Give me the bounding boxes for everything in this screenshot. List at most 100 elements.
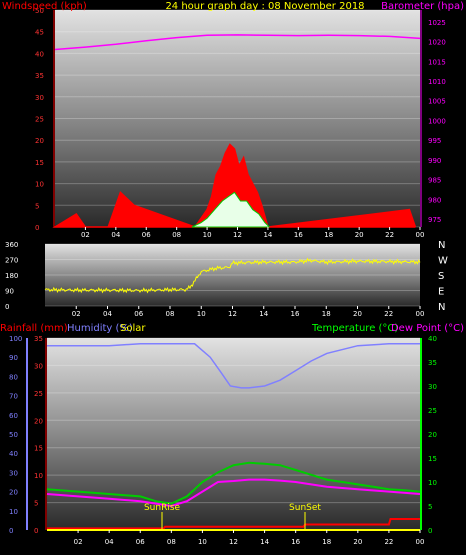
temp-tick-label: 35: [428, 359, 437, 367]
hour-tick-label: 08: [172, 231, 181, 239]
sunrise-label: SunRise: [144, 503, 181, 513]
rain-tick-label: 0: [34, 527, 38, 535]
temperature-panel: [47, 338, 420, 530]
baro-tick-label: 980: [428, 196, 441, 204]
wind-tick-label: 30: [35, 94, 44, 102]
hour-tick-label: 10: [198, 538, 207, 546]
rain-tick-label: 5: [34, 500, 38, 508]
humidity-tick-label: 20: [9, 489, 18, 497]
hour-tick-label: 00: [416, 310, 425, 318]
hour-tick-label: 16: [294, 231, 303, 239]
baro-tick-label: 1015: [428, 58, 446, 66]
wind-direction-line: [44, 257, 421, 294]
humidity-tick-label: 70: [9, 393, 18, 401]
hour-tick-label: 06: [142, 231, 151, 239]
rainfall-line: [47, 518, 420, 530]
wind-tick-label: 45: [35, 29, 44, 37]
temp-tick-label: 40: [428, 335, 437, 343]
wind-tick-label: 15: [35, 159, 44, 167]
hour-tick-label: 00: [416, 231, 425, 239]
rain-tick-label: 15: [34, 445, 43, 453]
hour-tick-label: 18: [322, 538, 331, 546]
hour-tick-label: 08: [166, 310, 175, 318]
direction-tick-label: 0: [5, 303, 9, 311]
direction-tick-label: 180: [5, 272, 18, 280]
baro-tick-label: 1000: [428, 117, 446, 125]
compass-label: N: [438, 240, 445, 251]
windspeed-area: [191, 191, 270, 228]
humidity-tick-label: 80: [9, 373, 18, 381]
hour-tick-label: 16: [291, 538, 300, 546]
humidity-tick-label: 10: [9, 508, 18, 516]
hour-tick-label: 06: [134, 310, 143, 318]
barometer-line: [54, 34, 421, 51]
humidity-tick-label: 90: [9, 354, 18, 362]
temp-tick-label: 5: [428, 503, 432, 511]
hour-tick-label: 22: [384, 538, 393, 546]
temp-tick-label: 0: [428, 527, 432, 535]
direction-panel: [45, 244, 420, 306]
hour-tick-label: 10: [203, 231, 212, 239]
hour-tick-label: 04: [105, 538, 114, 546]
baro-tick-label: 1005: [428, 98, 446, 106]
rain-tick-label: 25: [34, 390, 43, 398]
temp-tick-label: 15: [428, 455, 437, 463]
hour-tick-label: 18: [322, 310, 331, 318]
humidity-tick-label: 60: [9, 412, 18, 420]
humidity-tick-label: 40: [9, 450, 18, 458]
direction-tick-label: 270: [5, 257, 18, 265]
baro-tick-label: 975: [428, 216, 441, 224]
temperature-line: [46, 461, 421, 505]
solar-title: Solar: [120, 323, 146, 334]
barometer-title: Barometer (hpa): [381, 1, 464, 12]
compass-label: N: [438, 302, 445, 313]
wind-tick-label: 0: [35, 224, 39, 232]
gust-area: [52, 143, 417, 228]
temp-tick-label: 10: [428, 479, 437, 487]
hour-tick-label: 10: [197, 310, 206, 318]
dewpoint-line: [46, 478, 421, 508]
humidity-tick-label: 30: [9, 469, 18, 477]
rain-tick-label: 20: [34, 417, 43, 425]
hour-tick-label: 14: [259, 310, 268, 318]
hour-tick-label: 12: [228, 310, 237, 318]
hour-tick-label: 02: [74, 538, 83, 546]
hour-tick-label: 18: [324, 231, 333, 239]
humidity-title: Humidity (%): [67, 323, 133, 334]
wind-tick-label: 20: [35, 137, 44, 145]
compass-label: W: [438, 256, 448, 267]
hour-tick-label: 04: [111, 231, 120, 239]
humidity-tick-label: 0: [9, 527, 13, 535]
hour-tick-label: 22: [385, 231, 394, 239]
temp-tick-label: 30: [428, 383, 437, 391]
graph-title: 24 hour graph day : 08 November 2018: [165, 1, 364, 12]
direction-tick-label: 90: [5, 288, 14, 296]
direction-tick-label: 360: [5, 241, 18, 249]
wind-tick-label: 35: [35, 72, 44, 80]
hour-tick-label: 20: [353, 538, 362, 546]
humidity-tick-label: 50: [9, 431, 18, 439]
compass-label: E: [438, 287, 444, 298]
baro-tick-label: 985: [428, 177, 441, 185]
hour-tick-label: 20: [353, 310, 362, 318]
hour-tick-label: 12: [229, 538, 238, 546]
baro-tick-label: 990: [428, 157, 441, 165]
hour-tick-label: 20: [355, 231, 364, 239]
sunset-label: SunSet: [289, 503, 321, 513]
hour-tick-label: 06: [136, 538, 145, 546]
hour-tick-label: 12: [233, 231, 242, 239]
hour-tick-label: 16: [291, 310, 300, 318]
temperature-title: Temperature (°C): [311, 323, 398, 334]
temp-tick-label: 20: [428, 431, 437, 439]
rain-tick-label: 30: [34, 362, 43, 370]
baro-tick-label: 1010: [428, 78, 446, 86]
temp-tick-label: 25: [428, 407, 437, 415]
humidity-line: [47, 343, 420, 389]
wind-tick-label: 5: [35, 202, 39, 210]
rainfall-title: Rainfall (mm): [0, 323, 68, 334]
baro-tick-label: 995: [428, 137, 441, 145]
dewpoint-title: Dew Point (°C): [391, 323, 464, 334]
hour-tick-label: 14: [260, 538, 269, 546]
hour-tick-label: 00: [416, 538, 425, 546]
